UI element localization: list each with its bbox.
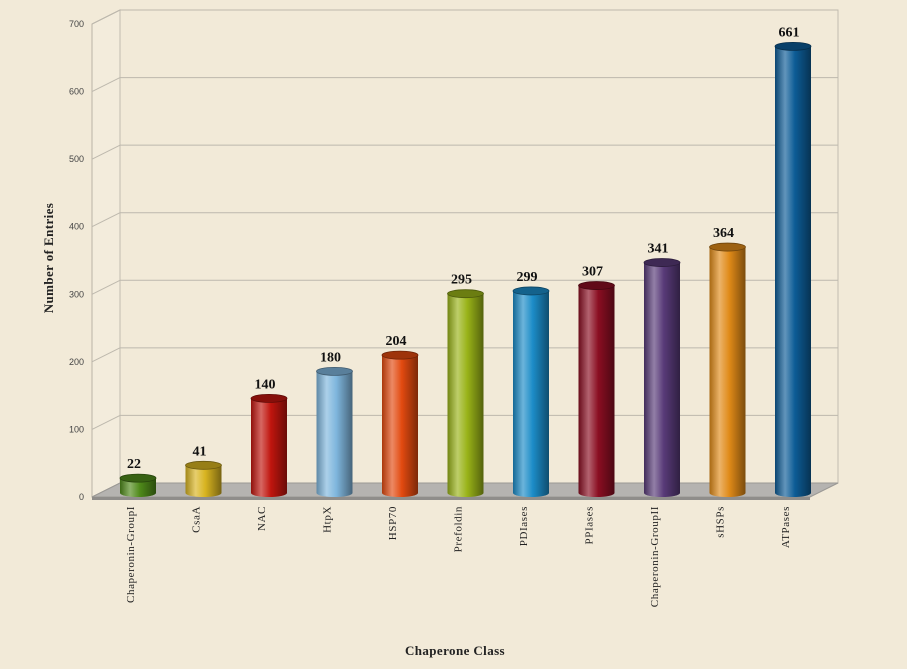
bar-body [513,290,549,497]
gridline-side [91,144,121,160]
x-tick-label: PDIases [518,506,530,546]
data-label: 295 [451,273,472,288]
x-tick-label: HSP70 [387,506,399,540]
gridline-side [91,414,121,430]
x-axis-ticks: Chaperonin-GroupI CsaA NAC HtpX HSP70 Prefold… [125,506,792,607]
data-label: 41 [193,444,207,459]
gridline-side [91,9,121,25]
bar [447,289,484,497]
bar [250,393,288,497]
x-tick-label: CsaA [191,506,203,533]
bar-top [316,366,353,376]
bar-body [120,478,156,497]
y-tick-label: 300 [69,289,84,299]
bar-top [578,281,615,290]
data-label: 364 [713,226,734,241]
bar-body [447,293,484,497]
y-tick-label: 200 [69,357,84,367]
bar [709,242,746,497]
bar [578,281,615,497]
y-tick-label: 100 [69,424,84,434]
bar [119,473,157,497]
bar [316,366,353,497]
y-tick-label: 600 [69,87,84,97]
data-label: 661 [779,25,800,40]
x-tick-label: Chaperonin-GroupI [125,506,137,603]
bar-top [643,258,681,267]
bar-body [185,465,222,497]
bar-top [381,350,419,360]
side-wall [91,9,121,498]
x-tick-label: PPIases [584,506,596,544]
x-tick-label: Chaperonin-GroupII [649,506,661,607]
bar [381,350,419,497]
bar-body [578,285,615,497]
bar [512,286,550,497]
data-labels: 22 41 140 180 204 295 299 307 341 364 661 [127,25,800,472]
bar-top [512,286,550,296]
y-tick-label: 0 [79,492,84,502]
x-tick-label: sHSPs [715,506,727,538]
gridline-side [91,77,121,93]
bar-top [774,41,812,51]
y-tick-label: 700 [69,19,84,29]
x-tick-label: Prefoldin [453,506,465,552]
data-label: 140 [255,377,276,392]
floor-edge [92,497,810,500]
bar [185,460,222,497]
data-label: 22 [127,457,141,472]
bar-body [316,371,353,497]
gridline-side [91,347,121,363]
data-label: 341 [648,242,669,257]
bar-top [709,242,746,252]
bar-body [251,398,287,497]
bar-top [250,393,288,403]
data-label: 307 [582,265,603,280]
y-axis-ticks: 0 100 200 300 400 500 600 700 [69,19,84,502]
bars [119,41,812,498]
bar-body [775,46,811,498]
bar-top [185,460,222,470]
data-label: 204 [386,334,407,349]
bar-body [382,355,418,497]
x-tick-label: NAC [256,506,268,531]
y-axis-title: Number of Entries [41,203,56,314]
data-label: 299 [517,270,538,285]
bar-top [447,289,484,299]
x-tick-label: ATPases [780,506,792,548]
gridline-side [91,212,121,228]
bar [643,258,681,497]
x-axis-title: Chaperone Class [405,643,505,658]
y-tick-label: 500 [69,154,84,164]
bar-body [709,247,746,497]
bar-top [119,473,157,483]
y-tick-label: 400 [69,222,84,232]
x-tick-label: HtpX [322,506,334,533]
gridline-side [91,279,121,295]
bar [774,41,812,498]
bar-body [644,262,680,497]
data-label: 180 [320,350,341,365]
